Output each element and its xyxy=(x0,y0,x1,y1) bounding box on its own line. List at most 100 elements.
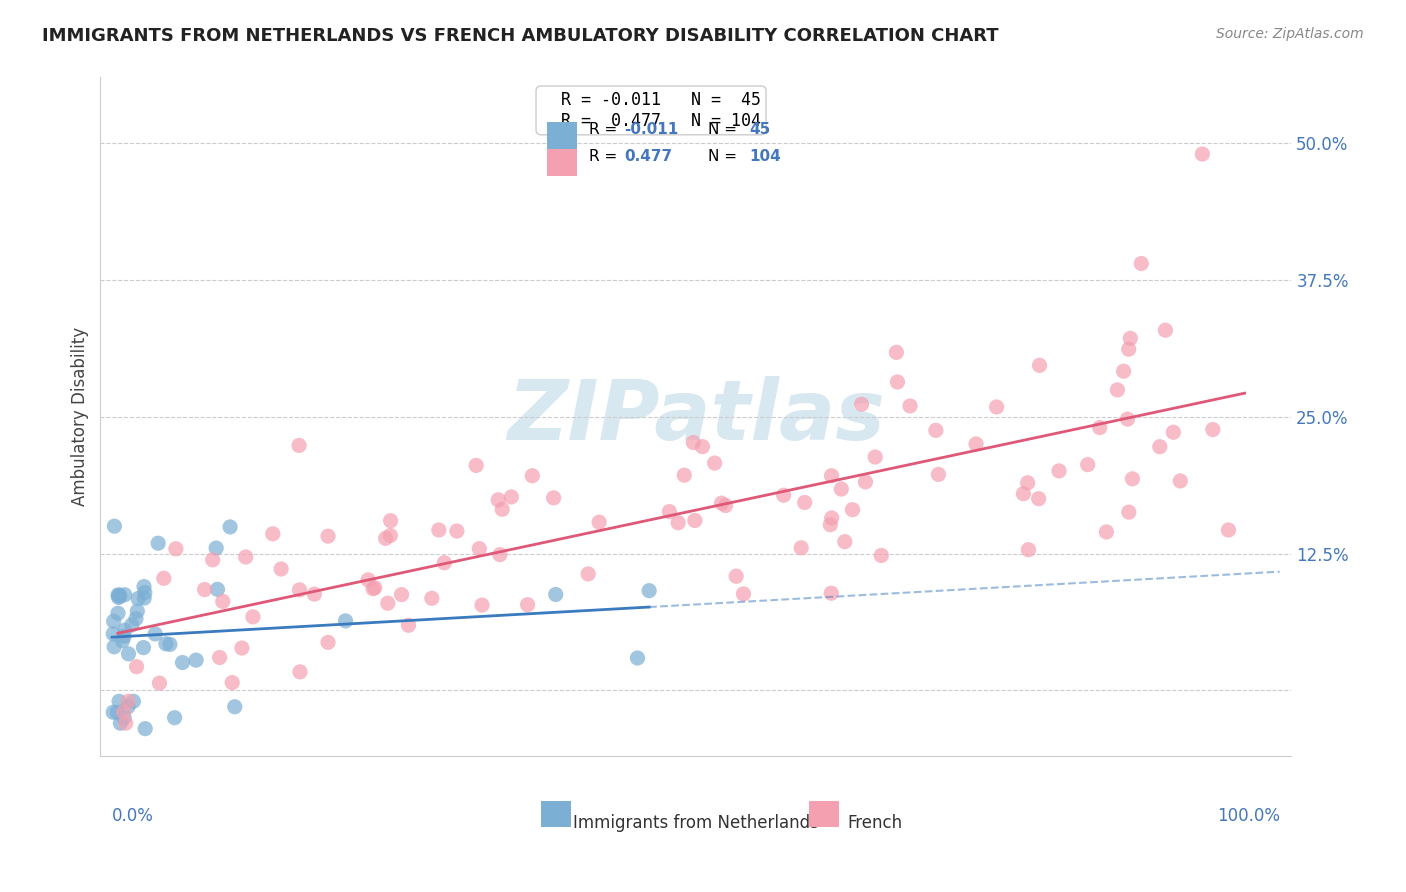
Point xyxy=(114,623,136,637)
Point xyxy=(516,598,538,612)
FancyBboxPatch shape xyxy=(547,121,576,149)
Point xyxy=(127,604,149,618)
Point xyxy=(544,587,567,601)
Point xyxy=(710,496,733,510)
Point xyxy=(117,699,139,714)
Point xyxy=(725,569,748,583)
Point xyxy=(820,517,842,532)
Point xyxy=(1017,475,1039,490)
Text: French: French xyxy=(846,814,903,831)
Point xyxy=(1191,147,1213,161)
Point xyxy=(380,528,402,542)
Point xyxy=(1119,331,1142,345)
Point xyxy=(288,438,311,452)
Point xyxy=(1202,423,1225,437)
Point xyxy=(886,375,908,389)
Text: R =: R = xyxy=(589,121,621,136)
Point xyxy=(1149,440,1171,454)
Point xyxy=(522,468,544,483)
Point xyxy=(122,694,145,708)
Point xyxy=(103,519,125,533)
Point xyxy=(465,458,488,473)
Text: Source: ZipAtlas.com: Source: ZipAtlas.com xyxy=(1216,27,1364,41)
Point xyxy=(134,585,156,599)
Point xyxy=(221,675,243,690)
Point xyxy=(898,399,921,413)
FancyBboxPatch shape xyxy=(541,802,571,827)
Point xyxy=(486,492,509,507)
Point xyxy=(1028,359,1050,373)
Point xyxy=(117,647,139,661)
Point xyxy=(491,502,513,516)
Point xyxy=(851,397,873,411)
Point xyxy=(172,656,194,670)
Point xyxy=(1154,323,1177,337)
Point xyxy=(194,582,217,597)
Point xyxy=(1118,505,1140,519)
Point xyxy=(733,587,755,601)
Point xyxy=(886,345,908,359)
Point xyxy=(107,606,129,620)
Point xyxy=(103,627,125,641)
Point xyxy=(1028,491,1050,506)
Point xyxy=(1047,464,1070,478)
Point xyxy=(110,716,132,731)
Point xyxy=(125,659,148,673)
Point xyxy=(821,511,844,525)
Point xyxy=(219,520,242,534)
Point xyxy=(841,502,863,516)
Point xyxy=(155,637,177,651)
Point xyxy=(489,548,512,562)
Point xyxy=(363,581,385,595)
Point xyxy=(391,588,413,602)
Point xyxy=(121,618,143,632)
Point xyxy=(224,699,246,714)
Point xyxy=(165,541,187,556)
Point xyxy=(288,665,311,679)
Point xyxy=(1163,425,1185,440)
Point xyxy=(205,541,228,555)
Text: IMMIGRANTS FROM NETHERLANDS VS FRENCH AMBULATORY DISABILITY CORRELATION CHART: IMMIGRANTS FROM NETHERLANDS VS FRENCH AM… xyxy=(42,27,998,45)
Point xyxy=(316,635,339,649)
Point xyxy=(270,562,292,576)
Text: R = -0.011   N =  45
  R =  0.477   N = 104: R = -0.011 N = 45 R = 0.477 N = 104 xyxy=(541,91,761,130)
Point xyxy=(201,553,224,567)
Point xyxy=(1017,542,1039,557)
Text: 0.0%: 0.0% xyxy=(112,807,153,825)
Point xyxy=(335,614,357,628)
Point xyxy=(820,586,842,600)
Point xyxy=(1218,523,1240,537)
Point xyxy=(626,651,648,665)
Point xyxy=(855,475,877,489)
Point xyxy=(103,705,125,719)
Point xyxy=(863,450,886,464)
Text: 0.477: 0.477 xyxy=(624,149,672,164)
Point xyxy=(105,705,128,719)
Y-axis label: Ambulatory Disability: Ambulatory Disability xyxy=(72,327,89,507)
Point xyxy=(146,536,169,550)
Point xyxy=(107,588,129,602)
Point xyxy=(103,615,125,629)
Point xyxy=(1116,412,1139,426)
Point xyxy=(925,423,948,437)
Point xyxy=(153,571,176,585)
Point xyxy=(134,722,156,736)
Point xyxy=(380,514,402,528)
Point xyxy=(114,716,136,731)
FancyBboxPatch shape xyxy=(547,149,576,176)
Point xyxy=(682,435,704,450)
Text: ZIPatlas: ZIPatlas xyxy=(508,376,884,458)
Point xyxy=(870,549,893,563)
Point xyxy=(108,694,131,708)
Point xyxy=(242,610,264,624)
Point xyxy=(820,468,842,483)
Point xyxy=(1012,486,1035,500)
Point xyxy=(772,488,794,502)
Point xyxy=(377,596,399,610)
Point xyxy=(288,582,311,597)
Point xyxy=(108,588,131,602)
Point xyxy=(1107,383,1129,397)
Point xyxy=(420,591,443,606)
Point xyxy=(588,515,610,529)
Point xyxy=(790,541,813,555)
